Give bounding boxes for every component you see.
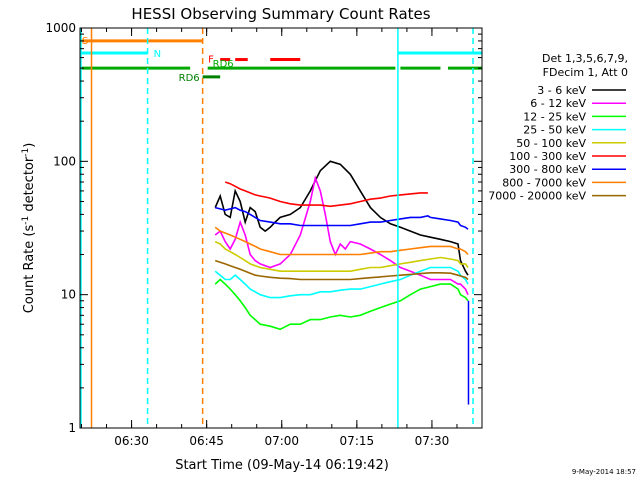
series-line-4 bbox=[214, 240, 469, 273]
y-label-main: Count Rate (s bbox=[22, 225, 37, 314]
x-axis-label: Start Time (09-May-14 06:19:42) bbox=[175, 458, 389, 473]
x-tick-label: 06:45 bbox=[189, 434, 224, 448]
series-line-3 bbox=[214, 266, 469, 299]
plot-frame bbox=[79, 27, 483, 429]
series-layer bbox=[214, 160, 470, 405]
flag-label-4: RD6 bbox=[179, 73, 200, 84]
legend: Det 1,3,5,6,7,9, FDecim 1, Att 0 3 - 6 k… bbox=[488, 52, 628, 203]
flag-label-2: F bbox=[208, 55, 214, 66]
series-line-7 bbox=[214, 226, 469, 256]
x-tick-label: 06:30 bbox=[114, 434, 149, 448]
y-tick-label: 1000 bbox=[45, 21, 76, 35]
series-line-8 bbox=[214, 259, 469, 281]
series-line-6 bbox=[214, 206, 469, 230]
x-tick-label: 07:00 bbox=[264, 434, 299, 448]
flag-label-3: RD6 bbox=[213, 59, 234, 70]
footer-date: 9-May-2014 18:57 bbox=[572, 468, 636, 476]
vline-layer bbox=[80, 28, 474, 428]
y-tick-label: 100 bbox=[53, 154, 76, 168]
series-line-1 bbox=[214, 175, 469, 296]
legend-label-5: 100 - 300 keV bbox=[509, 150, 586, 163]
chart-title: HESSI Observing Summary Count Rates bbox=[131, 5, 430, 23]
legend-label-7: 800 - 7000 keV bbox=[502, 176, 586, 189]
x-ticks: 06:30 06:45 07:00 07:15 07:30 bbox=[81, 28, 458, 448]
flag-label-0: S bbox=[82, 36, 88, 47]
series-line-5 bbox=[224, 181, 428, 208]
y-tick-label: 10 bbox=[61, 288, 76, 302]
legend-label-8: 7000 - 20000 keV bbox=[488, 190, 586, 203]
y-label-sup-2: -1 bbox=[21, 148, 31, 157]
y-label-end: ) bbox=[22, 143, 37, 148]
legend-label-1: 6 - 12 keV bbox=[530, 97, 586, 110]
y-label-mid: detector bbox=[22, 156, 37, 216]
legend-header-2: FDecim 1, Att 0 bbox=[543, 66, 628, 79]
flag-label-1: N bbox=[154, 49, 161, 60]
legend-label-4: 50 - 100 keV bbox=[516, 137, 586, 150]
y-ticks: 1 10 100 1000 bbox=[45, 21, 482, 435]
legend-label-6: 300 - 800 keV bbox=[509, 163, 586, 176]
legend-header-1: Det 1,3,5,6,7,9, bbox=[542, 52, 628, 65]
y-label-sup-1: -1 bbox=[21, 216, 31, 225]
series-line-0 bbox=[214, 160, 469, 276]
series-line-2 bbox=[214, 278, 469, 331]
legend-label-3: 25 - 50 keV bbox=[523, 124, 586, 137]
x-tick-label: 07:30 bbox=[415, 434, 450, 448]
legend-label-2: 12 - 25 keV bbox=[523, 110, 586, 123]
legend-label-0: 3 - 6 keV bbox=[537, 84, 586, 97]
y-axis-label: Count Rate (s-1 detector-1) bbox=[21, 143, 37, 314]
x-tick-label: 07:15 bbox=[340, 434, 375, 448]
y-tick-label: 1 bbox=[68, 421, 76, 435]
